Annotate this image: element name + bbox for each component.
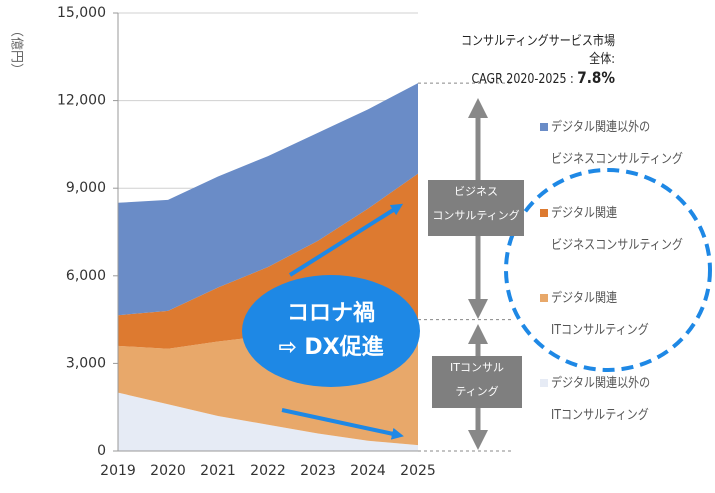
legend-label: デジタル関連以外の ビジネスコンサルティング xyxy=(551,120,683,167)
x-tick-label: 2021 xyxy=(200,463,236,479)
x-tick-label: 2019 xyxy=(100,463,136,479)
x-tick-label: 2020 xyxy=(150,463,186,479)
legend-swatch xyxy=(540,379,548,387)
annotation: コンサルティングサービス市場全体: CAGR 2020-2025 : 7.8% xyxy=(454,33,615,89)
legend-swatch xyxy=(540,294,548,302)
x-tick-label: 2025 xyxy=(400,463,436,479)
x-tick-label: 2022 xyxy=(250,463,286,479)
x-tick-label: 2024 xyxy=(350,463,386,479)
y-tick-label: 0 xyxy=(97,443,106,459)
area xyxy=(118,83,418,316)
trend-arrow xyxy=(281,408,404,440)
y-tick-label: 3,000 xyxy=(66,355,106,371)
y-tick-label: 12,000 xyxy=(57,93,106,109)
annotation-line1: コンサルティングサービス市場全体: xyxy=(460,34,615,67)
legend-label: デジタル関連以外の ITコンサルティング xyxy=(551,376,651,423)
y-axis-label: （億円） xyxy=(9,24,25,76)
x-tick-label: 2023 xyxy=(300,463,336,479)
legend-swatch xyxy=(540,209,548,217)
y-tick-label: 6,000 xyxy=(66,268,106,284)
highlight-circle xyxy=(504,168,712,372)
annotation-cagr: 7.8% xyxy=(577,68,615,87)
legend-label: デジタル関連 ビジネスコンサルティング xyxy=(551,206,683,253)
y-tick-label: 9,000 xyxy=(66,180,106,196)
trend-arrow xyxy=(288,203,404,277)
bracket-label: ITコンサル ティング xyxy=(432,356,522,408)
legend-swatch xyxy=(540,123,548,131)
area xyxy=(118,392,418,451)
annotation-line2: CAGR 2020-2025 : xyxy=(471,72,574,87)
callout: コロナ禍 ⇨ DX促進 xyxy=(242,275,420,387)
legend-label: デジタル関連 ITコンサルティング xyxy=(551,291,649,338)
y-tick-label: 15,000 xyxy=(57,5,106,21)
bracket-label: ビジネス コンサルティング xyxy=(428,180,524,236)
